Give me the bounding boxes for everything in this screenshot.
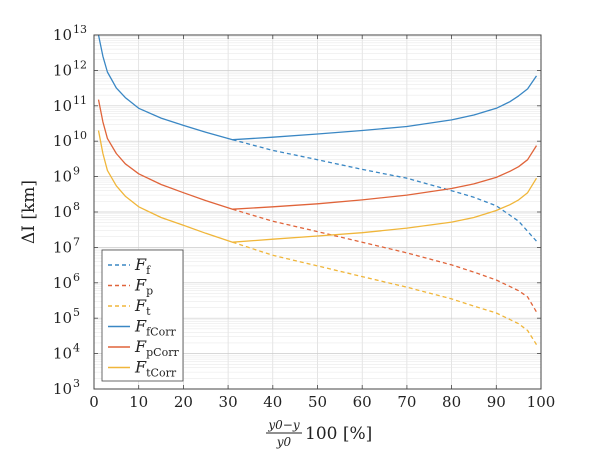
- x-axis-label-rest: 100 [%]: [305, 424, 372, 444]
- y-tick-label: 10: [53, 97, 72, 115]
- y-tick-label-exponent: 4: [73, 342, 80, 355]
- series-line-t: [232, 241, 538, 345]
- y-tick-label-exponent: 10: [73, 129, 87, 142]
- x-tick-label: 80: [442, 393, 461, 411]
- x-axis-label-denominator: y0: [276, 435, 292, 449]
- series-line-pCorr: [97, 99, 538, 210]
- y-tick-label: 10: [53, 26, 72, 44]
- x-tick-label: 40: [263, 393, 282, 411]
- y-tick-label: 10: [53, 380, 72, 398]
- series-line-f: [232, 139, 537, 242]
- x-tick-label: 0: [89, 393, 99, 411]
- y-axis-label: ΔI [km]: [19, 180, 39, 244]
- y-tick-label-exponent: 13: [73, 23, 87, 36]
- y-tick-label-exponent: 11: [73, 94, 87, 107]
- x-tick-label: 100: [527, 393, 556, 411]
- y-tick-label: 10: [53, 274, 72, 292]
- y-tick-label-exponent: 9: [73, 165, 80, 178]
- x-tick-label: 60: [353, 393, 372, 411]
- y-tick-label: 10: [53, 132, 72, 150]
- ticks: [93, 34, 542, 390]
- series-line-p: [232, 208, 538, 313]
- y-tick-label-exponent: 6: [73, 271, 80, 284]
- y-tick-label-exponent: 8: [73, 200, 80, 213]
- y-tick-label-exponent: 7: [73, 235, 80, 248]
- x-tick-label: 20: [174, 393, 193, 411]
- legend-box: [101, 249, 184, 382]
- y-tick-label-exponent: 12: [73, 58, 87, 71]
- y-tick-label: 10: [53, 309, 72, 327]
- y-tick-label: 10: [53, 238, 72, 256]
- series-line-tCorr: [97, 130, 538, 243]
- x-tick-label: 70: [397, 393, 416, 411]
- y-tick-label: 10: [53, 168, 72, 186]
- y-tick-label-exponent: 3: [73, 377, 80, 390]
- x-axis-label: y0−y y0 100 [%]: [266, 418, 372, 449]
- y-tick-label: 10: [53, 345, 72, 363]
- x-axis-label-numerator: y0−y: [267, 418, 299, 432]
- series-lines: [97, 34, 538, 345]
- y-tick-label-exponent: 5: [73, 306, 80, 319]
- series-line-fCorr: [97, 34, 538, 141]
- x-tick-label: 10: [129, 393, 148, 411]
- y-tick-label: 10: [53, 61, 72, 79]
- x-tick-label: 50: [308, 393, 327, 411]
- x-tick-label: 90: [487, 393, 506, 411]
- y-tick-label: 10: [53, 203, 72, 221]
- x-tick-label: 30: [219, 393, 238, 411]
